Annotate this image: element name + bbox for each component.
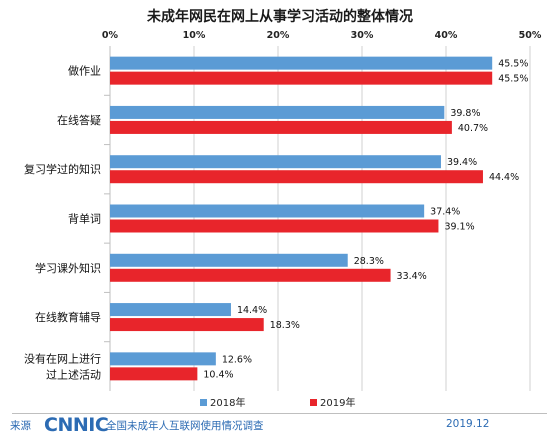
bar-2019: [110, 120, 452, 134]
bar-2018: [110, 303, 231, 317]
x-axis-ticks: 0% 10% 20% 30% 40% 50%: [102, 30, 542, 41]
data-label: 39.8%: [450, 108, 480, 119]
bar-2018: [110, 352, 216, 366]
legend-label: 2018年: [210, 396, 245, 409]
x-tick-label: 40%: [435, 30, 458, 41]
bar-2018: [110, 253, 348, 267]
bar-2018: [110, 56, 493, 70]
category-label: 复习学过的知识: [24, 162, 101, 176]
data-label: 18.3%: [270, 320, 300, 331]
category-label: 在线教育辅导: [35, 310, 101, 324]
x-tick-label: 0%: [102, 30, 119, 41]
legend-label: 2019年: [320, 396, 355, 409]
report-name: 全国未成年人互联网使用情况调查: [106, 420, 264, 432]
data-label: 10.4%: [203, 369, 233, 380]
data-label: 12.6%: [222, 354, 252, 365]
data-label: 45.5%: [498, 59, 528, 70]
bar-2019: [110, 219, 439, 233]
category-label: 背单词: [68, 212, 101, 226]
report-date: 2019.12: [446, 418, 490, 430]
bars: 45.5% 45.5% 39.8% 40.7% 39.4% 44.4% 37.4% 39.1%…: [110, 56, 528, 381]
x-tick-label: 30%: [351, 30, 374, 41]
legend-swatch: [310, 399, 317, 406]
legend: 2018年 2019年: [200, 396, 355, 409]
footer-divider: [12, 413, 547, 414]
legend-swatch: [200, 399, 207, 406]
data-label: 45.5%: [498, 74, 528, 85]
data-label: 40.7%: [458, 123, 488, 134]
bar-2019: [110, 268, 391, 282]
cnnic-logo: CNNIC: [44, 414, 109, 436]
x-tick-label: 10%: [183, 30, 206, 41]
data-label: 37.4%: [430, 207, 460, 218]
data-label: 28.3%: [354, 256, 384, 267]
bar-2019: [110, 318, 264, 332]
category-label: 过上述活动: [46, 368, 101, 381]
data-label: 33.4%: [397, 271, 427, 282]
data-label: 14.4%: [237, 305, 267, 316]
chart-grid: [104, 46, 531, 391]
bar-2019: [110, 170, 483, 184]
bar-2018: [110, 155, 441, 169]
category-labels: 做作业在线答疑复习学过的知识背单词学习课外知识在线教育辅导没有在网上进行过上述活…: [24, 64, 101, 382]
data-label: 39.4%: [447, 157, 477, 168]
x-tick-label: 50%: [519, 30, 542, 41]
bar-2018: [110, 105, 445, 119]
chart: 未成年网民在网上从事学习活动的整体情况 0% 10% 20% 30% 40% 50% 做作…: [24, 8, 542, 409]
x-tick-label: 20%: [267, 30, 290, 41]
data-label: 44.4%: [489, 172, 519, 183]
category-label: 学习课外知识: [35, 261, 101, 275]
bar-2019: [110, 71, 493, 85]
data-label: 39.1%: [444, 222, 474, 233]
source-label: 来源: [10, 420, 31, 432]
footer: 来源 CNNIC 全国未成年人互联网使用情况调查 2019.12: [0, 413, 559, 441]
bar-2018: [110, 204, 425, 218]
category-label: 做作业: [68, 64, 101, 78]
category-label: 在线答疑: [57, 113, 101, 127]
category-label: 没有在网上进行: [24, 351, 101, 365]
bar-2019: [110, 367, 198, 381]
chart-title: 未成年网民在网上从事学习活动的整体情况: [147, 8, 413, 25]
